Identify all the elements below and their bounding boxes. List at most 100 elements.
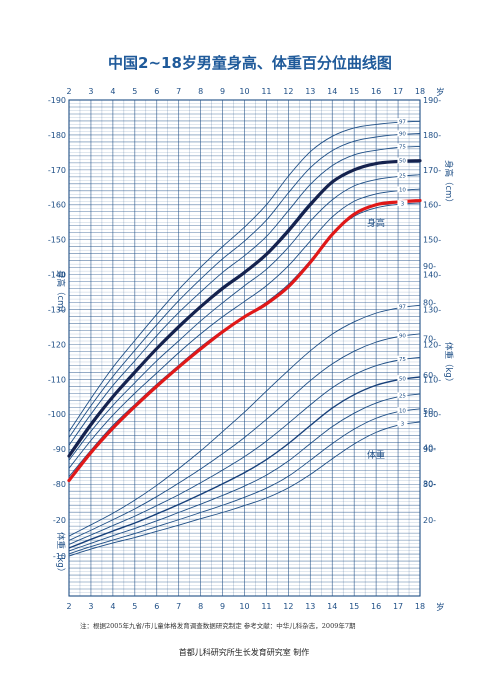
height-tick-label: -100 xyxy=(48,410,66,419)
highlighted-curves xyxy=(67,159,422,483)
plot-frame xyxy=(68,99,421,597)
x-tick-label: 9 xyxy=(220,87,225,96)
percentile-label-bg xyxy=(397,186,408,193)
percentile-label-bg xyxy=(397,172,408,179)
dark-highlight-line xyxy=(67,159,422,458)
weight-axis-title-left: 体重（kg） xyxy=(55,532,66,576)
height-tick-label: -110 xyxy=(48,375,66,384)
chart-title: 中国2~18岁男童身高、体重百分位曲线图 xyxy=(108,54,392,72)
percentile-label-bg xyxy=(397,157,408,164)
percentile-label-bg xyxy=(397,375,408,382)
x-tick-label: 17 xyxy=(393,602,403,611)
height-curve-label: 身高 xyxy=(367,217,385,229)
height-tick-label: 160- xyxy=(423,201,441,210)
red-highlight-line xyxy=(67,198,422,483)
x-tick-label: 11 xyxy=(261,602,271,611)
percentile-label: 25 xyxy=(399,173,406,179)
weight-tick-label: 20- xyxy=(423,516,436,525)
height-tick-label: 90- xyxy=(423,445,436,454)
x-tick-labels-top: 2 3 4 5 6 7 8 9 10 11 12 13 14 15 16 17 18 xyxy=(66,87,425,96)
height-tick-label: -190 xyxy=(48,96,66,105)
x-tick-label: 3 xyxy=(88,602,93,611)
height-tick-labels-right: 80- 90- 100- 110- 120- 130- 140- 150- 160- 170- 18… xyxy=(423,96,441,489)
x-unit-bottom: 岁 xyxy=(436,602,445,613)
x-tick-label: 15 xyxy=(349,87,359,96)
height-axis-title-left: 身高（cm） xyxy=(55,270,66,317)
height-p25-line xyxy=(68,174,421,461)
x-tick-label: 18 xyxy=(415,602,425,611)
footnote: 注：根据2005年九省/市儿童体格发育调查数据研究制定 参考文献：中华儿科杂志，… xyxy=(80,621,356,630)
x-tick-label: 4 xyxy=(110,602,115,611)
percentile-label: 25 xyxy=(399,393,406,399)
x-tick-label: 7 xyxy=(176,602,181,611)
percentile-label: 3 xyxy=(401,201,405,207)
percentile-label: 90 xyxy=(399,132,406,138)
percentile-label-bg xyxy=(397,118,408,125)
weight-tick-labels-left: -10 -20 xyxy=(53,516,66,561)
height-tick-label: -160 xyxy=(48,201,66,210)
height-tick-label: -180 xyxy=(48,131,66,140)
percentile-label: 50 xyxy=(399,159,406,165)
height-tick-label: 110- xyxy=(423,375,441,384)
x-tick-label: 5 xyxy=(132,87,137,96)
height-p10-line xyxy=(68,188,421,469)
x-tick-label: 7 xyxy=(176,87,181,96)
percentile-labels: 3 10 25 50 75 90 97 3 10 25 50 75 90 97 xyxy=(397,118,408,428)
height-tick-label: 150- xyxy=(423,236,441,245)
x-tick-label: 9 xyxy=(220,602,225,611)
percentile-label: 10 xyxy=(399,188,406,194)
x-tick-label: 5 xyxy=(132,602,137,611)
percentile-label: 50 xyxy=(399,376,406,382)
weight-p75-line xyxy=(68,356,421,545)
x-tick-label: 8 xyxy=(198,87,203,96)
weight-p90-line xyxy=(68,333,421,541)
percentile-label-bg xyxy=(397,420,408,427)
height-tick-label: 80- xyxy=(423,480,436,489)
x-tick-label: 14 xyxy=(327,602,337,611)
height-tick-label: -120 xyxy=(48,340,66,349)
weight-p25-line xyxy=(68,393,421,552)
weight-axis-title-right: 体重（kg） xyxy=(443,342,454,386)
height-tick-label: -90 xyxy=(53,445,66,454)
height-axis-title-right: 身高（cm） xyxy=(443,160,454,207)
percentile-label-bg xyxy=(397,355,408,362)
x-unit-top: 岁 xyxy=(436,87,445,98)
percentile-label-bg xyxy=(397,303,408,310)
height-tick-label: 100- xyxy=(423,410,441,419)
height-p97-line xyxy=(68,120,421,432)
weight-tick-label: -20 xyxy=(53,516,66,525)
x-tick-label: 12 xyxy=(283,87,293,96)
percentile-label: 75 xyxy=(399,144,406,150)
x-tick-label: 12 xyxy=(283,602,293,611)
height-tick-label: 170- xyxy=(423,166,441,175)
x-tick-label: 10 xyxy=(239,87,249,96)
height-tick-label: -130 xyxy=(48,305,66,314)
weight-percentile-curves xyxy=(68,304,421,557)
x-tick-label: 10 xyxy=(239,602,249,611)
weight-tick-label: 30- xyxy=(423,480,436,489)
x-tick-label: 15 xyxy=(349,602,359,611)
x-tick-label: 6 xyxy=(154,602,159,611)
height-p90-line xyxy=(68,133,421,438)
x-tick-label: 2 xyxy=(66,602,71,611)
x-tick-label: 16 xyxy=(371,602,381,611)
x-tick-labels-bottom: 2 3 4 5 6 7 8 9 10 11 12 13 14 15 16 17 18 xyxy=(66,602,425,611)
x-tick-label: 18 xyxy=(415,87,425,96)
weight-p50-line xyxy=(68,376,421,549)
weight-tick-labels-right: 20- 30- 40- 50- 60- 70- 80- 90- xyxy=(423,262,436,525)
x-tick-label: 4 xyxy=(110,87,115,96)
x-tick-label: 17 xyxy=(393,87,403,96)
height-tick-label: -80 xyxy=(53,480,66,489)
x-tick-label: 13 xyxy=(305,602,315,611)
x-tick-label: 13 xyxy=(305,87,315,96)
percentile-label: 10 xyxy=(399,408,406,414)
x-tick-label: 3 xyxy=(88,87,93,96)
x-tick-label: 6 xyxy=(154,87,159,96)
weight-p3-line xyxy=(68,421,421,557)
height-tick-label: -150 xyxy=(48,236,66,245)
percentile-label-bg xyxy=(397,407,408,414)
height-tick-labels-left: -80 -90 -100 -110 -120 -130 -140 -150 -160 -170 -1… xyxy=(48,96,66,489)
height-tick-label: -170 xyxy=(48,166,66,175)
percentile-label: 90 xyxy=(399,333,406,339)
